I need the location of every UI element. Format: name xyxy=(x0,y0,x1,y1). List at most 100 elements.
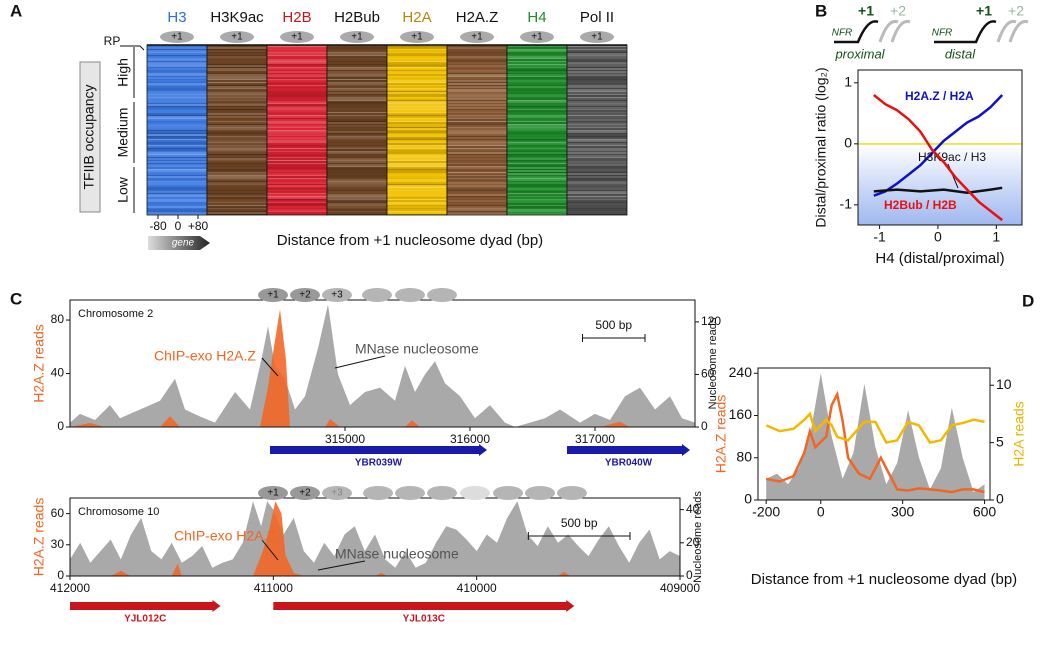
nucleosome-icon xyxy=(362,288,392,302)
x-tick-label: +80 xyxy=(188,219,209,233)
area xyxy=(70,501,680,576)
rp-arrow xyxy=(120,45,145,51)
nucleosome-icon xyxy=(427,486,457,500)
plus1-label: +1 xyxy=(976,3,992,19)
schematic-label: proximal xyxy=(834,46,885,61)
y-tick-label: 0 xyxy=(844,135,852,151)
series-label: H3K9ac / H3 xyxy=(918,150,986,164)
x-tick-label: 412000 xyxy=(50,581,90,595)
nucleosome-label: +2 xyxy=(299,290,311,301)
scale-bar-label: 500 bp xyxy=(561,516,598,530)
nucleosome-icon xyxy=(400,31,434,43)
plus2-label: +2 xyxy=(890,3,906,19)
x-tick-label: -200 xyxy=(752,504,780,520)
nucleosome-label: +1 xyxy=(291,32,303,43)
x-tick-label: 315000 xyxy=(325,432,365,446)
schematic-label: distal xyxy=(945,46,976,61)
nucleosome-label: +1 xyxy=(471,32,483,43)
nucleosome-icon xyxy=(290,288,320,302)
x-tick-label: 316000 xyxy=(450,432,490,446)
nucleosome-icon xyxy=(460,486,490,500)
nucleosome-icon xyxy=(160,31,194,43)
nucleosome-label: +3 xyxy=(331,488,343,499)
series-label: MNase nucleosome xyxy=(335,546,459,562)
x-tick-label: -1 xyxy=(873,229,886,245)
x-tick-label: -80 xyxy=(149,219,167,233)
x-tick-label: 409000 xyxy=(660,581,700,595)
panel-label: D xyxy=(1022,291,1034,310)
series-label: ChIP-exo H2A.Z xyxy=(174,528,276,544)
nucleosome-icon xyxy=(427,288,457,302)
heatmap-column xyxy=(387,45,447,215)
gene-arrow xyxy=(273,600,575,612)
gene-name: YBR040W xyxy=(605,458,653,469)
nucleosome-label: +1 xyxy=(411,32,423,43)
y-tick-label: 240 xyxy=(729,364,753,380)
nucleosome-sketch xyxy=(878,19,911,43)
x-tick-label: 1 xyxy=(992,229,1000,245)
heatmap-column xyxy=(567,45,627,215)
y-axis-label: H2A.Z reads xyxy=(713,395,729,474)
group-box xyxy=(79,61,101,213)
x-tick-label: 0 xyxy=(175,219,182,233)
y-tick-label: 40 xyxy=(51,366,65,380)
rp-label: RP xyxy=(104,34,121,48)
series-label: ChIP-exo H2A.Z xyxy=(154,348,256,364)
heatmap-column xyxy=(207,45,267,215)
nucleosome-label: +1 xyxy=(267,290,279,301)
nucleosome-sketch xyxy=(934,20,997,44)
leader-line xyxy=(334,355,386,369)
line xyxy=(765,390,985,494)
group-title: TFIIB occupancy xyxy=(81,84,97,189)
y-axis-label: H2A.Z reads xyxy=(31,498,47,577)
nfr-label: NFR xyxy=(832,28,853,39)
y-axis-label: Distal/proximal ratio (log₂) xyxy=(813,67,829,227)
nucleosome-icon xyxy=(580,31,614,43)
nucleosome-label: +1 xyxy=(591,32,603,43)
y2-axis-label: H2A reads xyxy=(1011,401,1027,466)
group-label: Medium xyxy=(115,108,131,158)
x-tick-label: 410000 xyxy=(457,581,497,595)
heatmap-column xyxy=(147,45,207,215)
y2-tick-label: 10 xyxy=(996,376,1012,392)
nucleosome-icon xyxy=(557,486,587,500)
gene-name: YJL013C xyxy=(403,614,445,625)
column-header: H2A xyxy=(402,9,431,26)
nucleosome-label: +1 xyxy=(267,488,279,499)
area xyxy=(766,373,985,500)
gene-arrow xyxy=(567,444,690,456)
scale-bar-label: 500 bp xyxy=(595,318,632,332)
plus1-label: +1 xyxy=(858,3,874,19)
series-label: H2A.Z / H2A xyxy=(905,89,974,103)
heatmap-column xyxy=(267,45,327,215)
x-tick-label: 411000 xyxy=(254,581,293,595)
y-tick-label: 1 xyxy=(844,74,852,90)
group-label: High xyxy=(115,58,131,87)
nucleosome-sketch xyxy=(996,19,1029,43)
plot-frame xyxy=(857,69,1023,226)
y-tick-label: 0 xyxy=(57,568,64,582)
gene-arrow xyxy=(70,600,221,612)
gene-name: YJL012C xyxy=(124,614,166,625)
y2-tick-label: 0 xyxy=(686,568,693,582)
nucleosome-label: +3 xyxy=(331,290,343,301)
nucleosome-icon xyxy=(493,486,523,500)
heatmap-column xyxy=(447,45,507,215)
series-label: H2Bub / H2B xyxy=(884,198,957,212)
nucleosome-icon xyxy=(280,31,314,43)
y-tick-label: 0 xyxy=(744,491,752,507)
x-axis-label: Distance from +1 nucleosome dyad (bp) xyxy=(751,571,1017,588)
area xyxy=(70,304,695,427)
x-axis-label: Distance from +1 nucleosome dyad (bp) xyxy=(277,232,543,249)
y-axis-label: H2A.Z reads xyxy=(31,324,47,403)
line xyxy=(873,186,1003,194)
nfr-label: NFR xyxy=(932,28,953,39)
gene-name: YBR039W xyxy=(355,458,403,469)
y2-axis-label: Nucleosome reads xyxy=(707,317,719,409)
nucleosome-icon xyxy=(395,288,425,302)
y-tick-label: 60 xyxy=(51,506,65,520)
nucleosome-icon xyxy=(520,31,554,43)
panel-label: B xyxy=(815,1,827,20)
y2-tick-label: 40 xyxy=(686,502,700,516)
y-tick-label: -1 xyxy=(840,196,853,212)
